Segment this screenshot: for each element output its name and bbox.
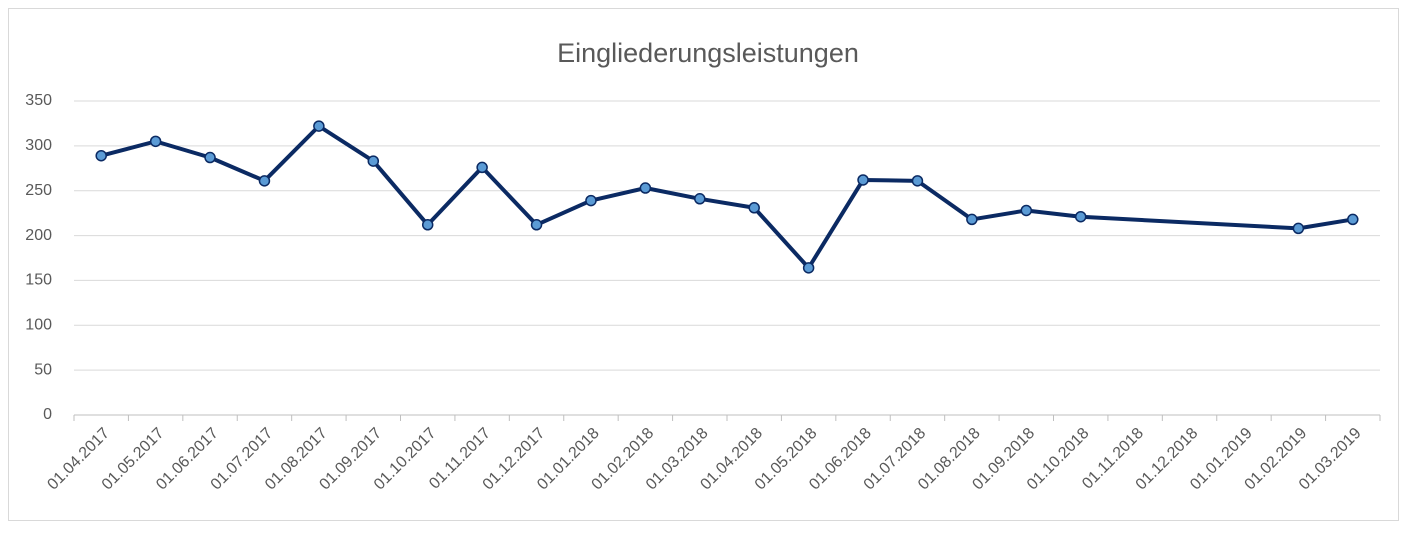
data-point xyxy=(204,151,216,164)
data-point xyxy=(476,161,488,174)
data-point xyxy=(1347,213,1359,226)
data-point xyxy=(95,149,107,162)
data-point xyxy=(367,155,380,167)
data-point xyxy=(1074,210,1087,223)
data-point xyxy=(1292,222,1305,235)
y-tick-label: 250 xyxy=(25,182,52,199)
data-point xyxy=(802,262,815,274)
chart-title: Eingliederungsleistungen xyxy=(557,38,859,68)
data-point xyxy=(857,174,869,186)
data-point xyxy=(585,194,597,207)
data-point xyxy=(748,202,760,214)
y-tick-label: 350 xyxy=(25,92,52,109)
y-tick-label: 150 xyxy=(25,272,52,289)
y-tick-label: 300 xyxy=(25,137,52,154)
data-point xyxy=(639,182,652,194)
data-point xyxy=(530,219,543,231)
data-point xyxy=(421,219,434,231)
data-point xyxy=(313,120,325,132)
data-point xyxy=(1020,204,1033,217)
chart-frame xyxy=(8,8,1399,521)
data-point xyxy=(694,193,706,205)
y-tick-label: 100 xyxy=(25,317,52,334)
y-tick-label: 0 xyxy=(43,406,52,423)
y-tick-label: 50 xyxy=(34,361,52,378)
data-point xyxy=(258,175,271,187)
y-tick-label: 200 xyxy=(25,227,52,244)
data-point xyxy=(149,135,162,148)
data-point xyxy=(911,175,924,187)
data-point xyxy=(966,213,978,226)
